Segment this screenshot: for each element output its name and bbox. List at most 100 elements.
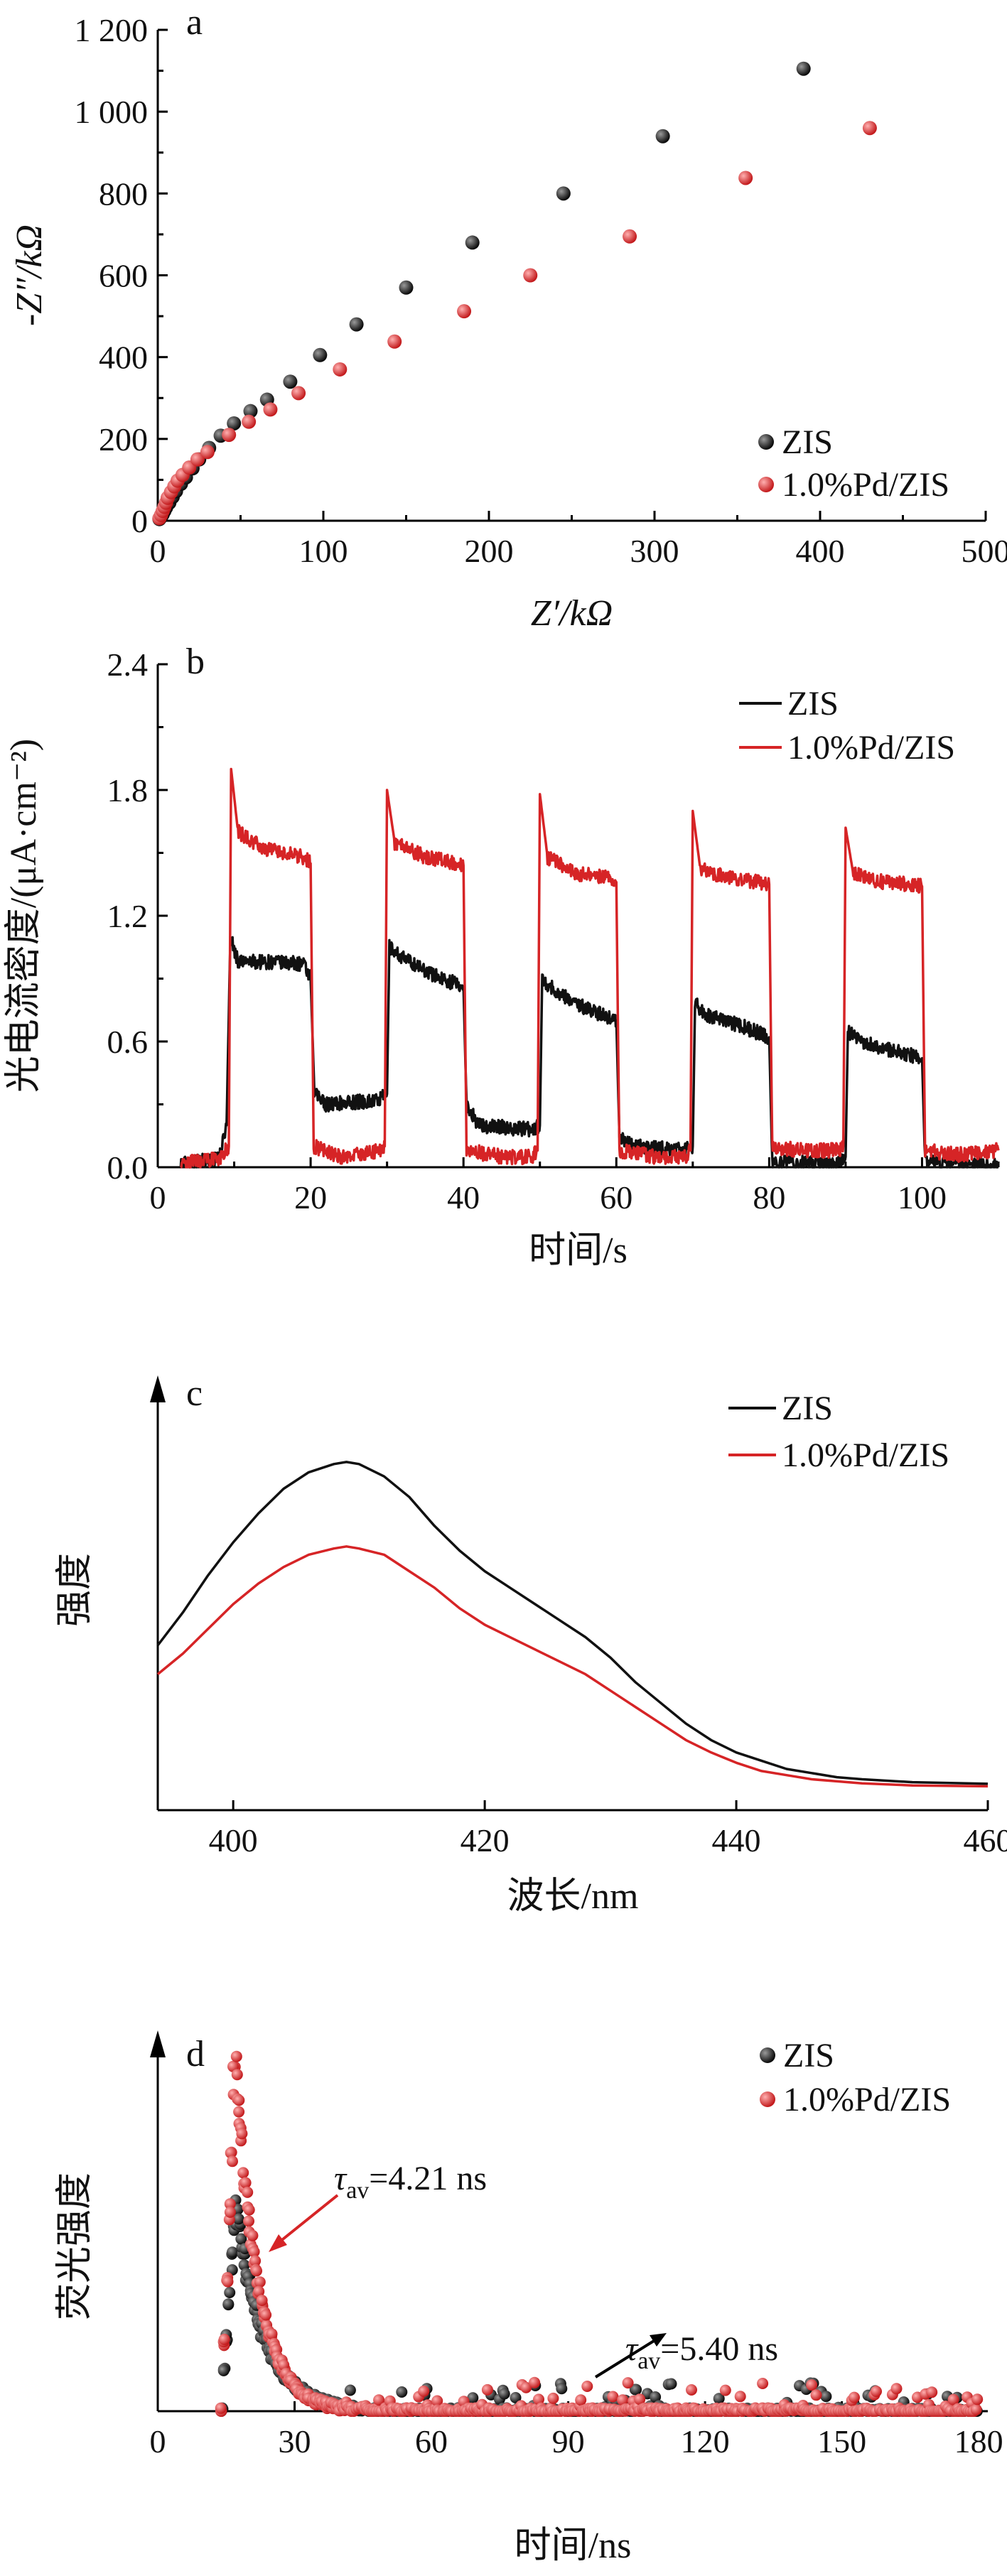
zis-line <box>179 936 1000 1169</box>
pd-point <box>251 2265 262 2277</box>
legend-marker-pd <box>760 2091 775 2107</box>
x-axis-title: Z′/kΩ <box>531 593 613 634</box>
pd-point <box>190 452 205 467</box>
x-axis-title: 时间/s <box>529 1230 628 1271</box>
pd-point <box>230 2050 242 2062</box>
pd-point <box>970 2403 982 2415</box>
pd-point <box>237 2167 249 2179</box>
pd-point <box>231 2069 243 2081</box>
y-tick-label: 1.2 <box>107 898 149 934</box>
pd-point <box>547 2392 559 2404</box>
annotation-pd: τav=4.21 ns <box>334 2160 487 2204</box>
panel-c: 400 420 440 460 c 波长/nm 强度 ZIS 1.0%Pd/ZIS <box>55 1373 1007 1917</box>
pd-point <box>734 2391 746 2403</box>
pd-point <box>431 2395 443 2407</box>
legend: ZIS 1.0%Pd/ZIS <box>760 2037 951 2118</box>
y-tick-label: 200 <box>99 421 148 458</box>
x-tick-label: 40 <box>447 1179 480 1216</box>
y-tick-label: 1 000 <box>75 94 149 130</box>
x-tick-label: 20 <box>294 1179 327 1216</box>
pd-point <box>581 2381 593 2392</box>
x-tick-label: 80 <box>753 1179 785 1216</box>
zis-point <box>655 129 670 144</box>
pd-point <box>719 2384 731 2396</box>
x-tick-label: 420 <box>461 1822 510 1858</box>
panel-label: c <box>186 1373 203 1414</box>
pd-point <box>738 171 753 185</box>
pd-point <box>418 2385 430 2397</box>
pd-point <box>243 2204 255 2216</box>
pd-point <box>533 2393 544 2405</box>
y-axis-arrow <box>150 1375 166 1402</box>
pd-point <box>256 2295 268 2306</box>
tau-subscript: av <box>346 2177 369 2204</box>
pd-point <box>457 304 472 319</box>
x-tick-label: 400 <box>796 533 845 569</box>
legend-label-pd: 1.0%Pd/ZIS <box>782 1436 949 1474</box>
x-tick-label: 60 <box>600 1179 632 1216</box>
pd-point <box>247 2229 259 2241</box>
x-axis-title: 波长/nm <box>507 1876 639 1917</box>
x-tick-label: 90 <box>552 2423 585 2459</box>
y-tick-label: 0.6 <box>107 1024 149 1060</box>
pd-point <box>947 2393 959 2405</box>
zis-point <box>217 2364 230 2376</box>
legend-label-zis: ZIS <box>782 1390 833 1427</box>
y-tick-label: 800 <box>99 175 148 212</box>
zis-point <box>224 2287 236 2298</box>
legend-marker-zis <box>760 2047 775 2063</box>
pd-line <box>180 767 1000 1169</box>
y-axis-arrow <box>150 2030 166 2057</box>
pd-point <box>233 2094 245 2106</box>
pd-point <box>387 334 402 349</box>
pd-point <box>607 2391 619 2403</box>
x-tick-label: 500 <box>962 533 1007 569</box>
pd-point <box>239 2177 252 2189</box>
pd-point <box>249 2255 262 2267</box>
x-tick-label: 120 <box>681 2423 730 2459</box>
zis-point <box>232 2213 244 2225</box>
zis-point <box>399 280 414 295</box>
zis-point <box>796 61 811 76</box>
y-tick-label: 0 <box>131 503 148 539</box>
legend: ZIS 1.0%Pd/ZIS <box>739 685 955 767</box>
pd-point <box>248 2246 260 2258</box>
tau-symbol: τ <box>334 2160 348 2197</box>
pd-point <box>622 2377 634 2389</box>
zis-point <box>665 2378 677 2390</box>
zis-point <box>396 2386 408 2398</box>
pd-point <box>254 2276 266 2288</box>
pd-point <box>806 2379 818 2391</box>
zis-point <box>465 235 480 250</box>
legend-label-pd: 1.0%Pd/ZIS <box>782 466 949 504</box>
pd-point <box>862 121 877 136</box>
x-tick-label: 460 <box>964 1822 1007 1858</box>
panel-d: 0 30 60 90 120 150 180 d 时间/ns 荧光强度 ZIS 1.0%Pd/ZIS τ… <box>55 2030 1003 2566</box>
x-tick-label: 0 <box>150 1179 166 1216</box>
zis-point <box>498 2388 510 2400</box>
pd-point <box>634 2393 646 2405</box>
pd-point <box>757 2378 769 2389</box>
pd-point <box>243 2215 254 2227</box>
zis-point <box>227 416 242 431</box>
pd-point <box>215 2402 227 2414</box>
pd-point <box>242 414 257 429</box>
pd-point <box>971 2393 984 2405</box>
zis-point <box>650 2391 662 2403</box>
legend-label-zis: ZIS <box>783 2037 834 2074</box>
pd-point <box>523 268 538 283</box>
y-tick-label: 400 <box>99 340 148 376</box>
zis-spectrum <box>156 1461 989 1785</box>
zis-point <box>235 2233 247 2245</box>
zis-point <box>313 347 328 362</box>
zis-point <box>243 404 258 418</box>
pd-point <box>871 2386 882 2398</box>
y-axis-title: 光电流密度/(μA·cm⁻²) <box>4 739 44 1093</box>
pd-point <box>529 2376 541 2388</box>
pd-spectrum <box>156 1545 989 1788</box>
y-tick-label: 0.0 <box>107 1149 149 1186</box>
legend-label-pd: 1.0%Pd/ZIS <box>783 2081 951 2118</box>
zis-point <box>713 2393 725 2405</box>
pd-point <box>236 2128 248 2140</box>
